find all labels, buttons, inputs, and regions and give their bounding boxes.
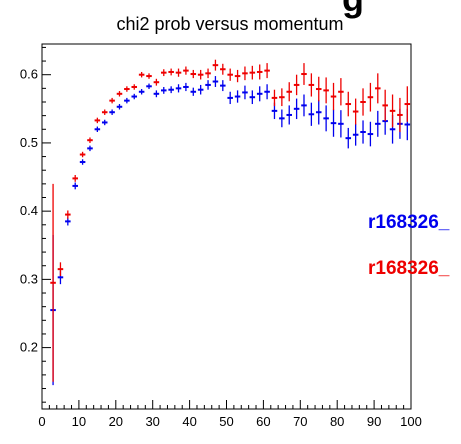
x-tick-label: 90 — [367, 414, 381, 429]
x-tick-label: 100 — [400, 414, 422, 429]
y-tick-label: 0.3 — [20, 271, 38, 286]
series-1 — [50, 59, 411, 382]
x-tick-label: 0 — [38, 414, 45, 429]
x-tick-label: 70 — [293, 414, 307, 429]
x-tick-label: 20 — [109, 414, 123, 429]
x-tick-label: 10 — [72, 414, 86, 429]
x-tick-label: 80 — [330, 414, 344, 429]
axis-ticks: 0 10 20 30 40 50 60 70 80 90 100 0.2 0.3 0.4 0.5 0.6 — [20, 46, 422, 429]
y-tick-label: 0.2 — [20, 340, 38, 355]
y-tick-label: 0.6 — [20, 67, 38, 82]
legend-label-blue: r168326_ — [368, 212, 450, 233]
legend-label-red: r168326_ — [368, 258, 450, 279]
partial-title: g — [342, 0, 364, 20]
y-tick-label: 0.4 — [20, 203, 38, 218]
x-tick-label: 30 — [145, 414, 159, 429]
data-marks — [50, 59, 411, 386]
x-tick-label: 50 — [219, 414, 233, 429]
x-tick-label: 40 — [182, 414, 196, 429]
x-tick-label: 60 — [256, 414, 270, 429]
chart-title: chi2 prob versus momentum — [116, 14, 344, 34]
y-tick-label: 0.5 — [20, 135, 38, 150]
